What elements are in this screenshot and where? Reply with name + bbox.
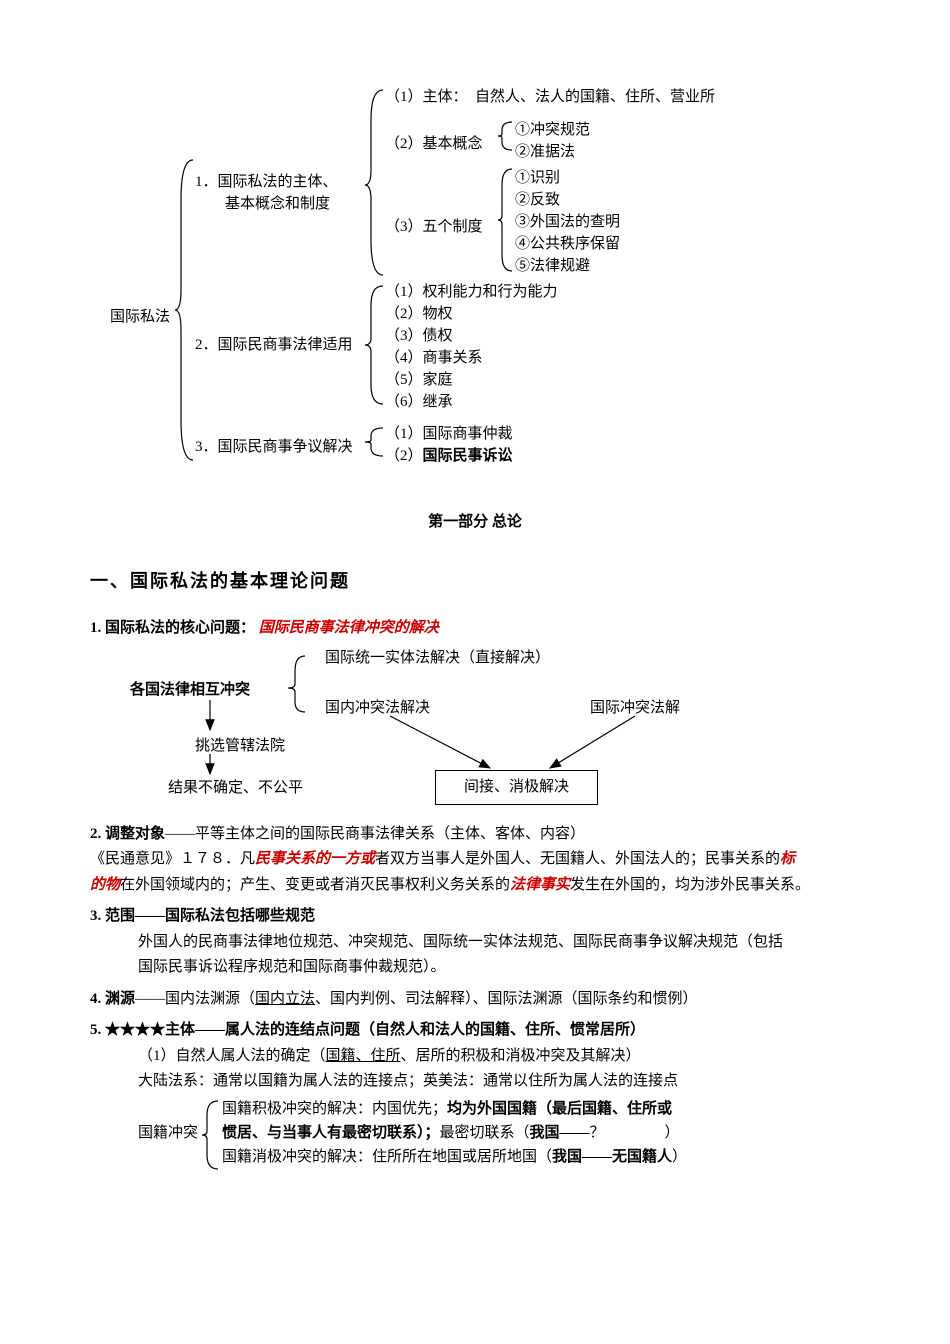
- q5-sub-r3: 国籍消极冲突的解决：住所所在地国或居所地国（我国——无国籍人）: [222, 1145, 860, 1169]
- q2-lead: 2. 调整对象: [90, 826, 165, 842]
- section-h2: 一、国际私法的基本理论问题: [90, 566, 860, 597]
- brace-b2: [365, 280, 385, 410]
- q4-ra: ——国内法渊源（: [135, 991, 255, 1007]
- q5-r2c: 我国——: [530, 1125, 590, 1141]
- q5-l1a: （1）自然人属人法的确定（: [138, 1048, 326, 1064]
- tree-b2: 2．2．国际民商事法律适用国际民商事法律适用: [195, 333, 353, 359]
- tree-b1-c3-d5: ⑤法律规避: [515, 254, 590, 280]
- q1-lead: 1. 国际私法的核心问题：: [90, 620, 255, 636]
- q5-r1b: 均为外国国籍（最后国籍、住所或: [447, 1101, 672, 1117]
- q2: 2. 调整对象——平等主体之间的国际民商事法律关系（主体、客体、内容）: [90, 822, 860, 848]
- q5-r1a: 国籍积极冲突的解决：内国优先；: [222, 1101, 447, 1117]
- q5-sub-brace: [202, 1097, 220, 1173]
- q1-red: 国际民商事法律冲突的解决: [259, 620, 439, 636]
- tree-b3-c2-prefix: （2）: [385, 448, 423, 464]
- brace-b1: [365, 80, 385, 280]
- q5-sub-r2: 惯居、与当事人有最密切联系）；最密切联系（我国——？ ）: [222, 1121, 860, 1145]
- q5-sub-r1: 国籍积极冲突的解决：内国优先；均为外国国籍（最后国籍、住所或: [222, 1097, 860, 1121]
- brace-b3: [365, 422, 385, 462]
- q5-l1b: 、居所的积极和消极冲突及其解决）: [401, 1048, 641, 1064]
- q3-lead: 3. 范围——国际私法包括哪些规范: [90, 904, 860, 930]
- q5-r3c: ）: [672, 1149, 687, 1165]
- q5-sub-label: 国籍冲突: [138, 1121, 198, 1147]
- q2-l3b: 在外国领域内的；产生、变更或者消灭民事权利义务关系的: [120, 877, 510, 893]
- q2-l3c: 法律事实: [510, 877, 570, 893]
- flow-arrows: [90, 646, 790, 816]
- tree-b3-c2-bold: 国际民事诉讼: [423, 448, 513, 464]
- q2-l3: 的物在外国领域内的；产生、变更或者消灭民事权利义务关系的法律事实发生在外国的，均…: [90, 873, 860, 899]
- q5-l2: 大陆法系：通常以国籍为属人法的连接点；英美法：通常以住所为属人法的连接点: [90, 1069, 860, 1095]
- q5-subtree: 国籍冲突 国籍积极冲突的解决：内国优先；均为外国国籍（最后国籍、住所或 惯居、与…: [90, 1097, 860, 1175]
- tree-b3-c2: （2）国际民事诉讼: [385, 444, 513, 470]
- q5-r2d: ？ ）: [590, 1125, 680, 1141]
- q5-l1: （1）自然人属人法的确定（国籍、住所、居所的积极和消极冲突及其解决）: [90, 1044, 860, 1070]
- q5-r2a: 惯居、与当事人有最密切联系）；: [222, 1125, 440, 1141]
- tree-b1-c1: （1）主体： 自然人、法人的国籍、住所、营业所: [385, 85, 715, 111]
- q4-rb: 、国内判例、司法解释）、国际法渊源（国际条约和惯例）: [315, 991, 698, 1007]
- q1: 1. 国际私法的核心问题： 国际民商事法律冲突的解决: [90, 616, 860, 642]
- brace-root: [175, 160, 195, 460]
- q5-r2b: 最密切联系（: [440, 1125, 530, 1141]
- q4-lead: 4. 渊源: [90, 991, 135, 1007]
- tree-b2-c6: （6）继承: [385, 390, 453, 416]
- q2-l2a: 《民通意见》１７８．凡: [90, 851, 255, 867]
- q2-l2: 《民通意见》１７８．凡民事关系的一方或者双方当事人是外国人、无国籍人、外国法人的…: [90, 847, 860, 873]
- q5-l1ul: 国籍、住所: [326, 1048, 401, 1064]
- q2-l2d: 标: [780, 851, 795, 867]
- q3-body1: 外国人的民商事法律地位规范、冲突规范、国际统一实体法规范、国际民商事争议解决规范…: [90, 930, 860, 956]
- q2-l2c: 者双方当事人是外国人、无国籍人、外国法人的；民事关系的: [375, 851, 780, 867]
- tree-b1-c3: （3）五个制度: [385, 215, 483, 241]
- q2-l2b: 民事关系的一方或: [255, 851, 375, 867]
- q3-body2: 国际民事诉讼程序规范和国际商事仲裁规范）。: [90, 955, 860, 981]
- tree-b1-c2-d2: ②准据法: [515, 140, 575, 166]
- tree-root: 国际私法: [110, 305, 170, 331]
- brace-b1-c3: [498, 165, 514, 275]
- q5-lead: 5. ★★★★主体——属人法的连结点问题（自然人和法人的国籍、住所、惯常居所）: [90, 1018, 860, 1044]
- q4: 4. 渊源——国内法渊源（国内立法、国内判例、司法解释）、国际法渊源（国际条约和…: [90, 987, 860, 1013]
- q4-ul: 国内立法: [255, 991, 315, 1007]
- q5-r3a: 国籍消极冲突的解决：住所所在地国或居所地国（: [222, 1149, 552, 1165]
- q2-l3a: 的物: [90, 877, 120, 893]
- q2-l3d: 发生在外国的，均为涉外民事关系。: [570, 877, 810, 893]
- q5-r3b: 我国——无国籍人: [552, 1149, 672, 1165]
- tree-b1-line2: 基本概念和制度: [225, 192, 330, 218]
- q2-rest: ——平等主体之间的国际民商事法律关系（主体、客体、内容）: [165, 826, 585, 842]
- part-title: 第一部分 总论: [90, 510, 860, 536]
- brace-b1-c2: [498, 118, 514, 154]
- q1-flow: 国际统一实体法解决（直接解决） 各国法律相互冲突 国内冲突法解决 国际冲突法解 …: [90, 646, 860, 816]
- outline-tree: 国际私法 1．国际私法的主体、 基本概念和制度 （1）主体： 自然人、法人的国籍…: [90, 80, 860, 480]
- tree-b1-c2: （2）基本概念: [385, 132, 483, 158]
- tree-b3: 3．国际民商事争议解决: [195, 435, 353, 461]
